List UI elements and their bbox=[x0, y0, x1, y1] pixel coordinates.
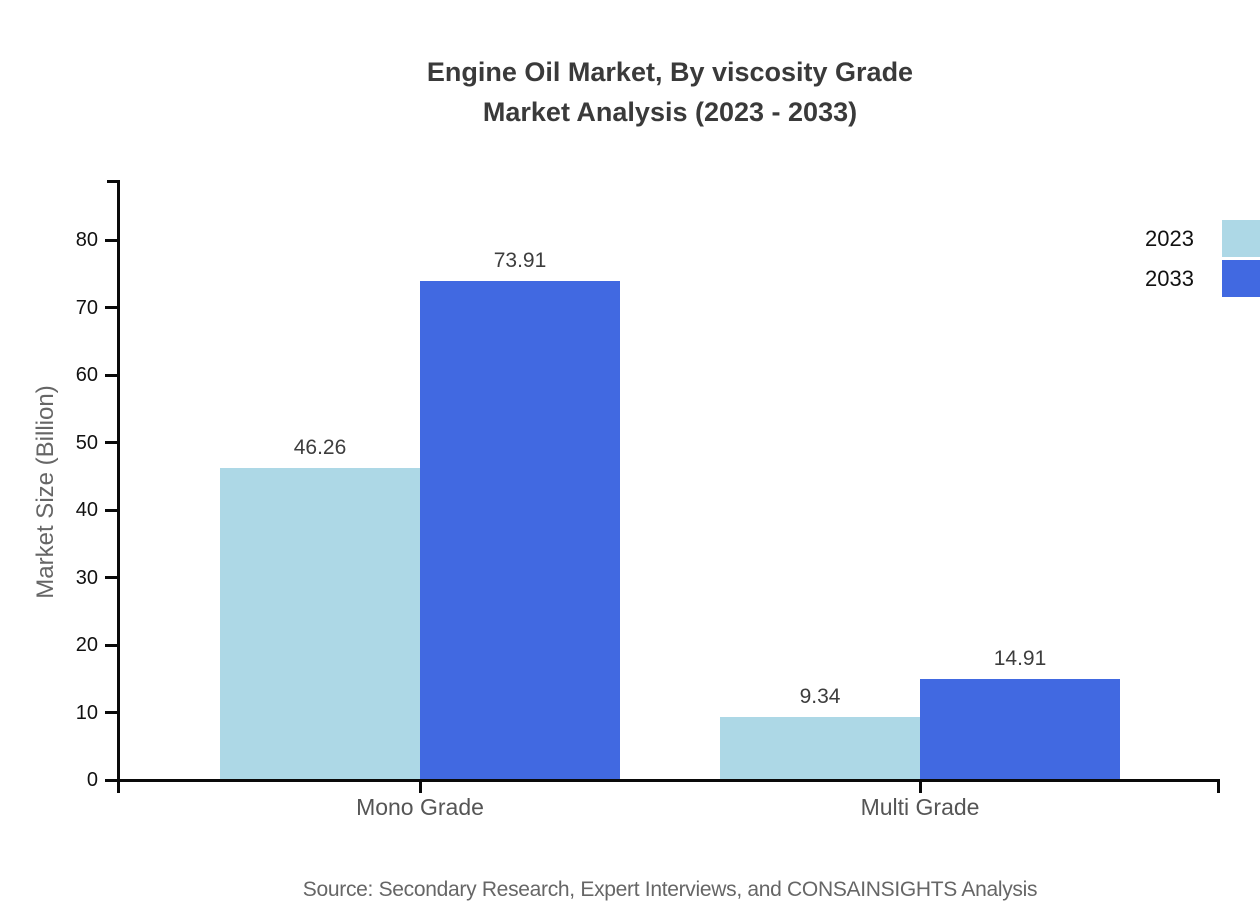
y-tick-label: 10 bbox=[75, 701, 98, 724]
y-tick-mark bbox=[105, 238, 120, 242]
legend-item-2033[interactable]: 2033 bbox=[1145, 260, 1260, 297]
y-tick-label: 70 bbox=[75, 296, 98, 319]
y-tick-mark bbox=[105, 576, 120, 579]
bar-2023-multi-grade[interactable] bbox=[720, 717, 920, 780]
category-label-mono-grade: Mono Grade bbox=[356, 794, 484, 820]
bar-2033-multi-grade[interactable] bbox=[920, 679, 1120, 780]
source-note: Source: Secondary Research, Expert Inter… bbox=[302, 878, 1038, 901]
value-label: 14.91 bbox=[993, 647, 1047, 671]
y-tick-label: 20 bbox=[75, 634, 98, 656]
y-axis-title: Market Size (Billion) bbox=[32, 385, 59, 599]
legend-label-2033: 2033 bbox=[1145, 265, 1194, 291]
y-tick-mark bbox=[105, 778, 120, 782]
category-label-multi-grade: Multi Grade bbox=[860, 794, 980, 820]
legend-label-2023: 2023 bbox=[1145, 225, 1194, 251]
chart-title: Engine Oil Market, By viscosity Grade Ma… bbox=[120, 52, 1220, 132]
legend-swatch-2033 bbox=[1222, 260, 1260, 297]
y-axis-line bbox=[117, 180, 120, 793]
y-tick-label: 40 bbox=[75, 499, 98, 521]
y-tick-mark bbox=[105, 711, 120, 714]
x-axis-right-cap bbox=[1217, 778, 1220, 793]
x-tick-mark bbox=[418, 780, 422, 793]
bar-2033-mono-grade[interactable] bbox=[420, 281, 620, 780]
value-label: 73.91 bbox=[493, 249, 547, 273]
y-tick-mark bbox=[105, 643, 120, 647]
y-tick-mark bbox=[105, 441, 120, 444]
value-label: 9.34 bbox=[799, 685, 841, 708]
y-axis-top-cap bbox=[107, 180, 120, 183]
y-tick-mark bbox=[105, 306, 120, 309]
chart-title-line2: Market Analysis (2023 - 2033) bbox=[482, 97, 858, 127]
y-tick-label: 80 bbox=[75, 229, 98, 251]
x-axis-line bbox=[117, 778, 1220, 782]
y-tick-label: 0 bbox=[86, 769, 98, 791]
y-tick-label: 50 bbox=[75, 431, 98, 454]
y-tick-mark bbox=[105, 373, 120, 377]
legend-swatch-2023 bbox=[1222, 220, 1260, 257]
y-tick-mark bbox=[105, 508, 120, 512]
value-label: 46.26 bbox=[293, 435, 347, 459]
y-tick-label: 30 bbox=[75, 566, 98, 589]
chart-title-line1: Engine Oil Market, By viscosity Grade bbox=[426, 57, 914, 87]
bar-2023-mono-grade[interactable] bbox=[220, 467, 420, 780]
y-tick-label: 60 bbox=[75, 364, 98, 386]
legend-item-2023[interactable]: 2023 bbox=[1145, 220, 1260, 257]
x-tick-mark bbox=[918, 780, 922, 793]
